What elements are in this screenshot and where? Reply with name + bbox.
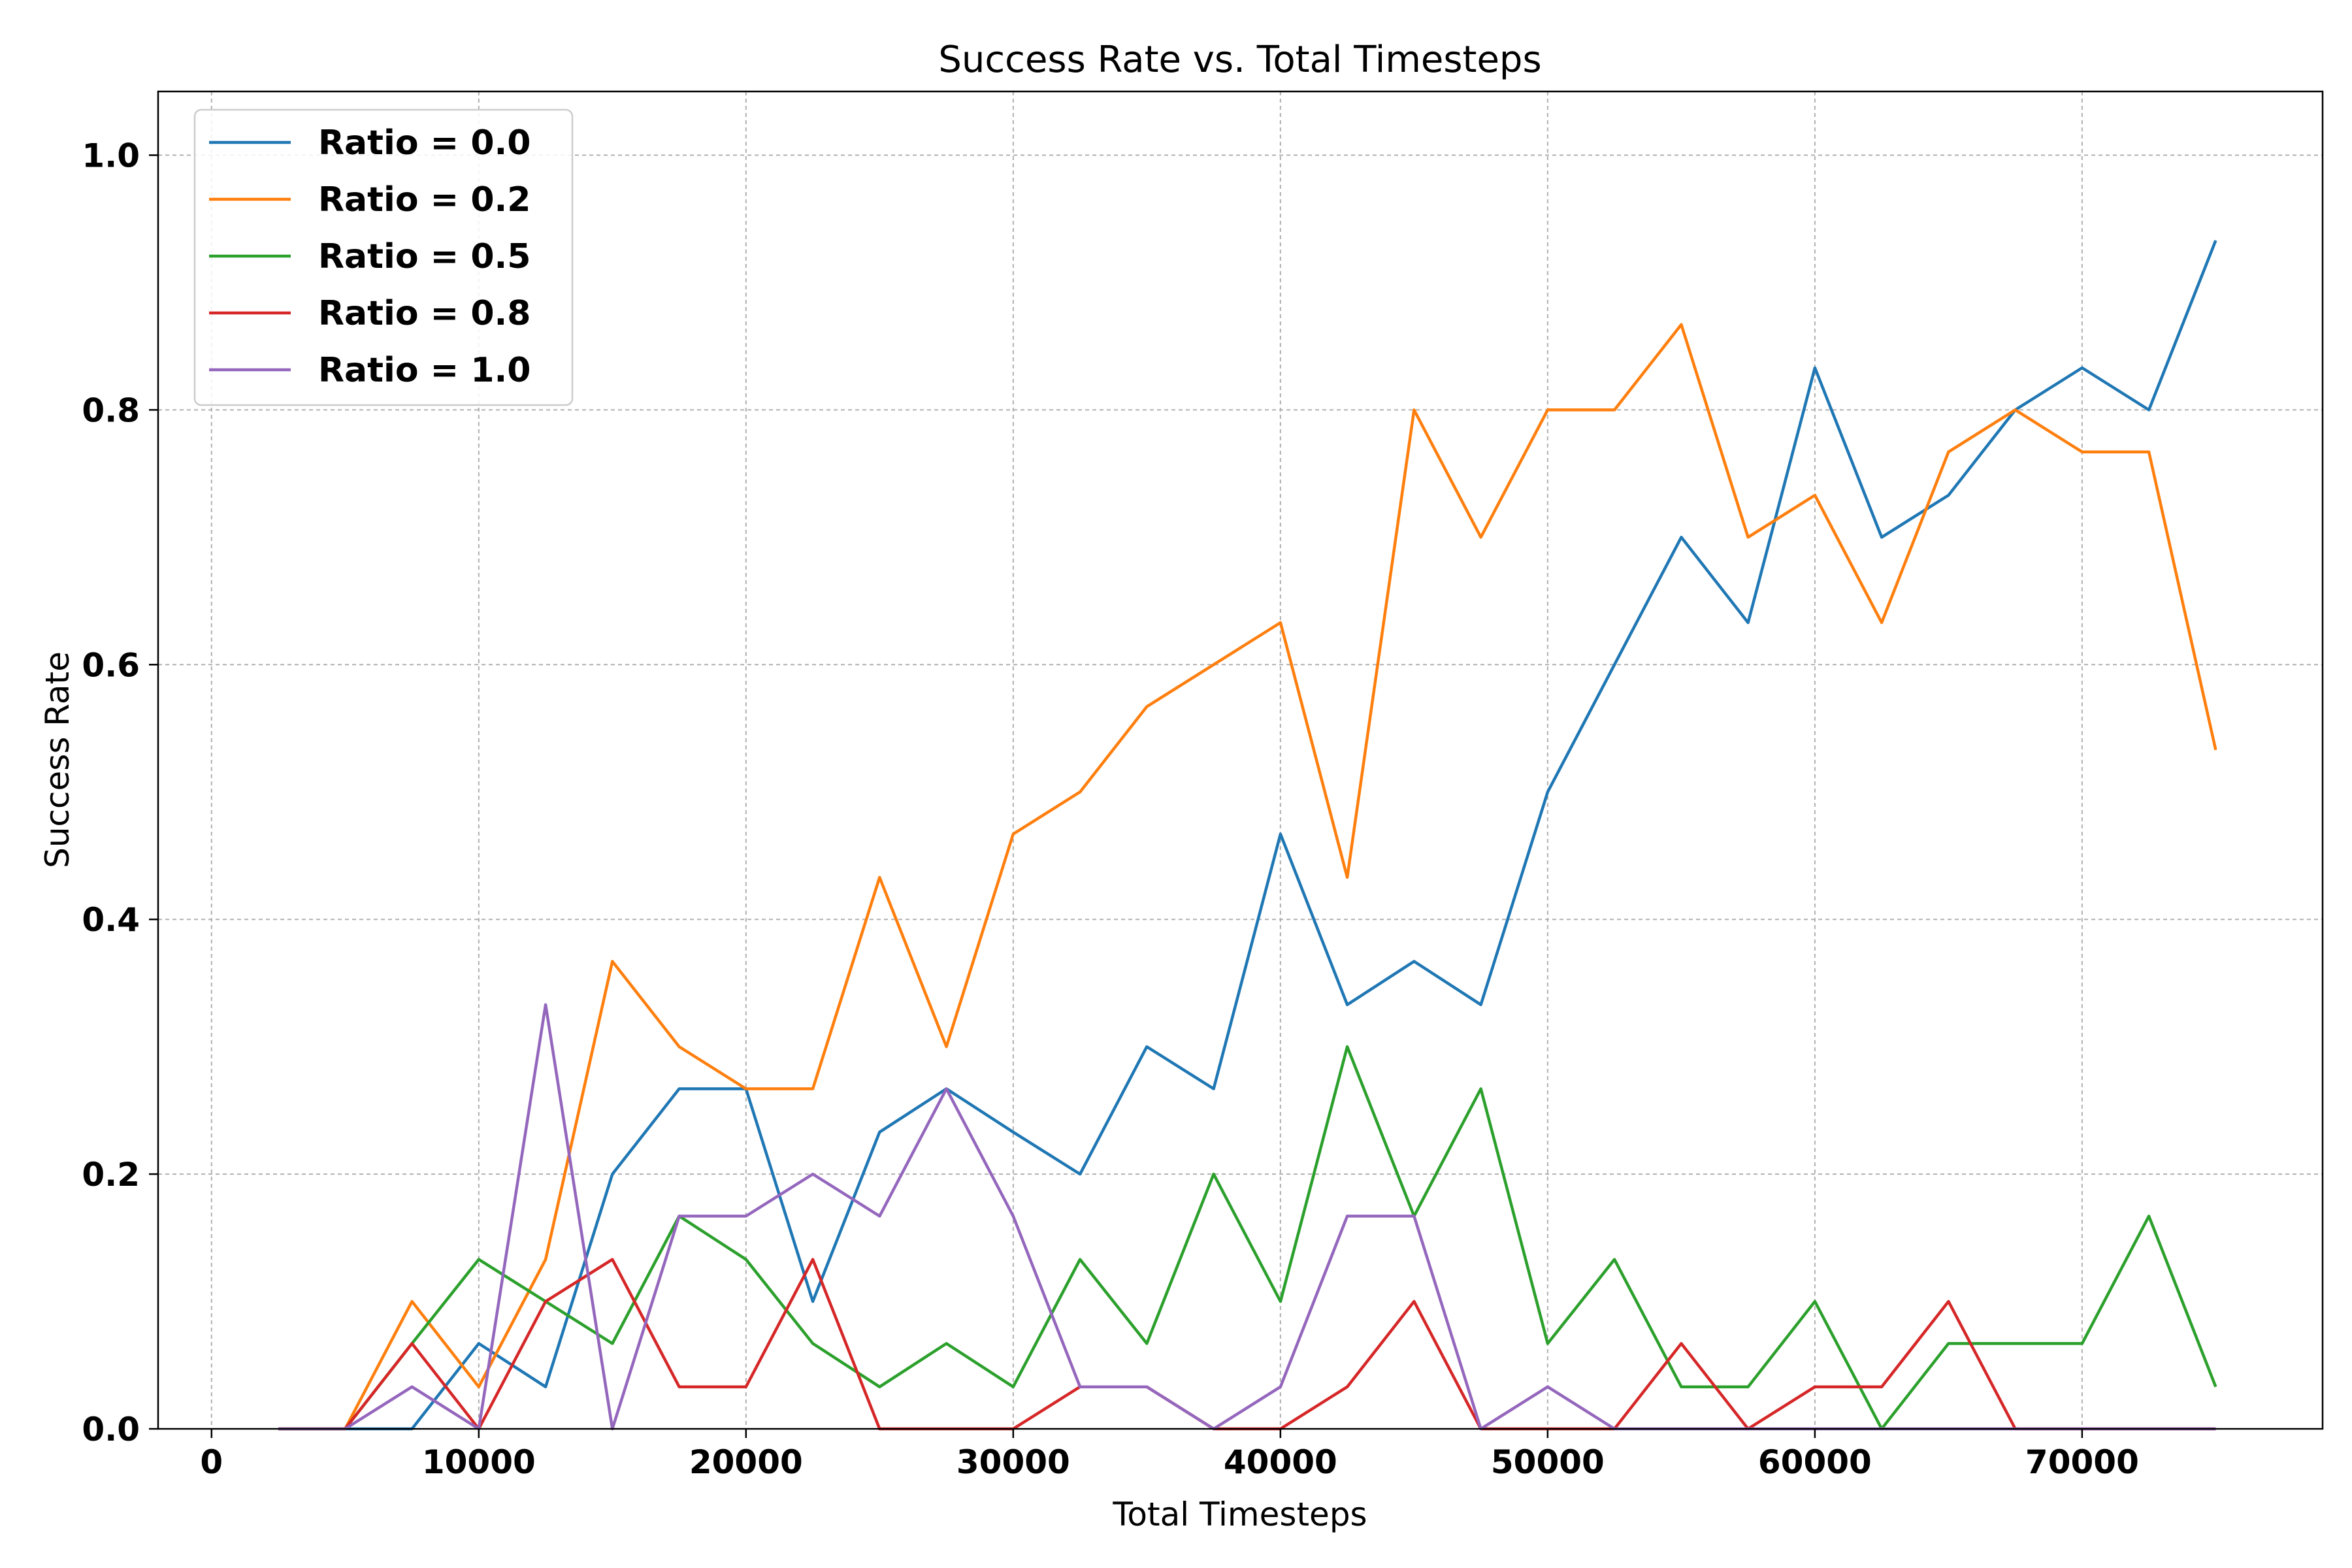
y-tick-label: 1.0 [82, 137, 140, 174]
legend-label: Ratio = 0.0 [318, 123, 531, 163]
x-tick-label: 50000 [1491, 1443, 1605, 1481]
series-line-3 [278, 1258, 2216, 1431]
x-tick-label: 0 [200, 1443, 223, 1481]
legend-label: Ratio = 0.5 [318, 237, 531, 276]
chart-title: Success Rate vs. Total Timesteps [938, 39, 1541, 81]
x-tick-label: 30000 [956, 1443, 1070, 1481]
x-axis-label: Total Timesteps [1112, 1495, 1367, 1533]
axis-ticks: 0 10000 20000 30000 40000 50000 60000 70000 0.0 0… [82, 137, 2138, 1481]
series-line-4 [278, 1003, 2216, 1431]
legend-box [193, 108, 574, 406]
y-tick-label: 0.6 [82, 646, 140, 684]
series-lines [278, 240, 2217, 1431]
x-tick-label: 40000 [1224, 1443, 1337, 1481]
legend: Ratio = 0.0 Ratio = 0.2 Ratio = 0.5 Ratio =… [193, 108, 574, 406]
plot-frame [157, 90, 2324, 1430]
x-tick-label: 20000 [689, 1443, 803, 1481]
y-tick-label: 0.2 [82, 1156, 140, 1194]
y-tick-label: 0.4 [82, 901, 140, 939]
y-tick-label: 0.8 [82, 391, 140, 429]
x-tick-label: 60000 [1758, 1443, 1872, 1481]
series-line-1 [278, 323, 2217, 1431]
legend-label: Ratio = 0.8 [318, 294, 531, 333]
x-tick-label: 10000 [422, 1443, 536, 1481]
legend-label: Ratio = 1.0 [318, 351, 531, 390]
x-tick-label: 70000 [2025, 1443, 2139, 1481]
series-line-2 [278, 1045, 2217, 1431]
y-tick-label: 0.0 [82, 1411, 140, 1448]
series-line-0 [278, 240, 2217, 1431]
legend-label: Ratio = 0.2 [318, 180, 531, 220]
y-axis-label: Success Rate [39, 651, 76, 868]
